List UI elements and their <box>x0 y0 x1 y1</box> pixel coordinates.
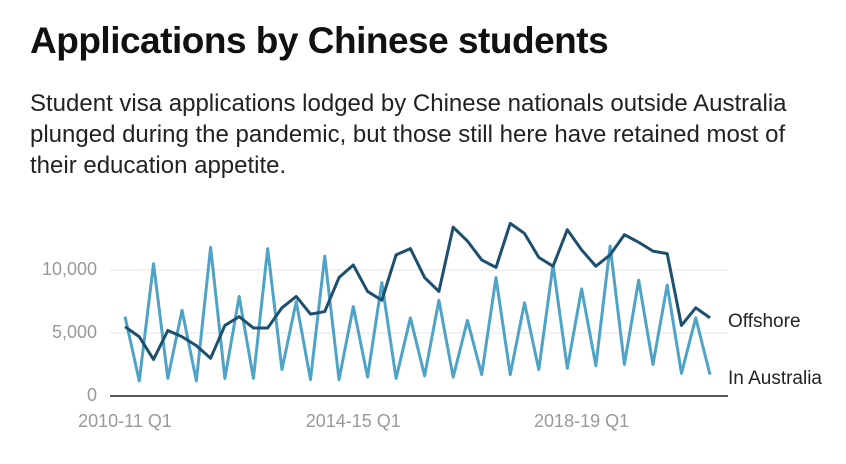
x-tick-label: 2010-11 Q1 <box>78 411 172 431</box>
x-tick-label: 2014-15 Q1 <box>306 411 401 431</box>
series-line <box>124 221 711 361</box>
series-line <box>123 244 712 383</box>
x-tick-label: 2018-19 Q1 <box>534 411 629 431</box>
chart-subtitle: Student visa applications lodged by Chin… <box>30 90 787 179</box>
y-tick-label: 5,000 <box>52 322 97 342</box>
y-tick-label: 10,000 <box>42 259 97 279</box>
series-label: In Australia <box>728 368 822 389</box>
chart-title: Applications by Chinese students <box>30 20 609 61</box>
series-label: Offshore <box>728 311 801 332</box>
y-tick-label: 0 <box>87 385 97 405</box>
